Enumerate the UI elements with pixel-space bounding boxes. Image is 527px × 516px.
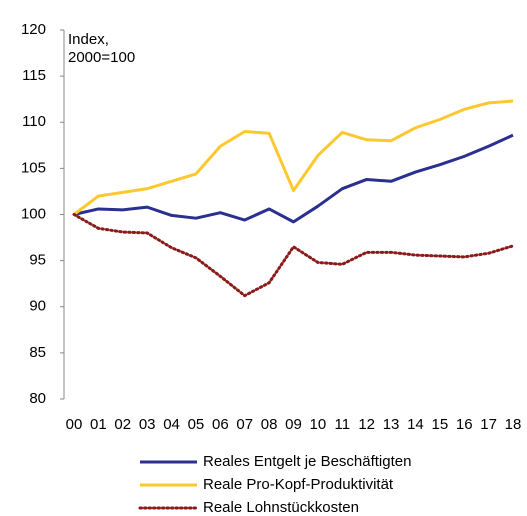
series-line — [73, 99, 514, 216]
series-line — [73, 133, 514, 224]
legend-label: Reales Entgelt je Beschäftigten — [203, 453, 411, 470]
y-tick-label: 105 — [21, 159, 46, 176]
x-tick-label: 13 — [383, 416, 400, 433]
y-axis-label: 2000=100 — [68, 49, 135, 66]
y-tick-label: 120 — [21, 21, 46, 38]
y-axis-label: Index, — [68, 31, 109, 48]
x-tick-label: 18 — [505, 416, 522, 433]
x-tick-label: 15 — [431, 416, 448, 433]
x-tick-label: 04 — [163, 416, 180, 433]
y-tick-label: 95 — [29, 252, 46, 269]
x-tick-label: 09 — [285, 416, 302, 433]
legend-label: Reale Pro-Kopf-Produktivität — [203, 476, 394, 493]
x-tick-label: 12 — [358, 416, 375, 433]
x-tick-label: 10 — [310, 416, 327, 433]
y-tick-label: 100 — [21, 205, 46, 222]
x-tick-label: 01 — [90, 416, 107, 433]
legend-label: Reale Lohnstückkosten — [203, 499, 359, 516]
x-tick-label: 17 — [480, 416, 497, 433]
x-tick-label: 00 — [66, 416, 83, 433]
y-tick-label: 115 — [22, 67, 46, 84]
x-tick-label: 05 — [188, 416, 205, 433]
x-tick-label: 16 — [456, 416, 473, 433]
y-tick-label: 90 — [29, 298, 46, 315]
y-tick-label: 85 — [29, 344, 46, 361]
x-tick-label: 07 — [236, 416, 253, 433]
y-tick-label: 80 — [29, 390, 46, 407]
x-tick-label: 11 — [334, 416, 350, 433]
x-tick-label: 14 — [407, 416, 424, 433]
y-tick-label: 110 — [22, 113, 46, 130]
x-tick-label: 06 — [212, 416, 229, 433]
x-tick-label: 08 — [261, 416, 278, 433]
series-line — [72, 213, 515, 298]
x-tick-label: 02 — [114, 416, 131, 433]
x-tick-label: 03 — [139, 416, 156, 433]
